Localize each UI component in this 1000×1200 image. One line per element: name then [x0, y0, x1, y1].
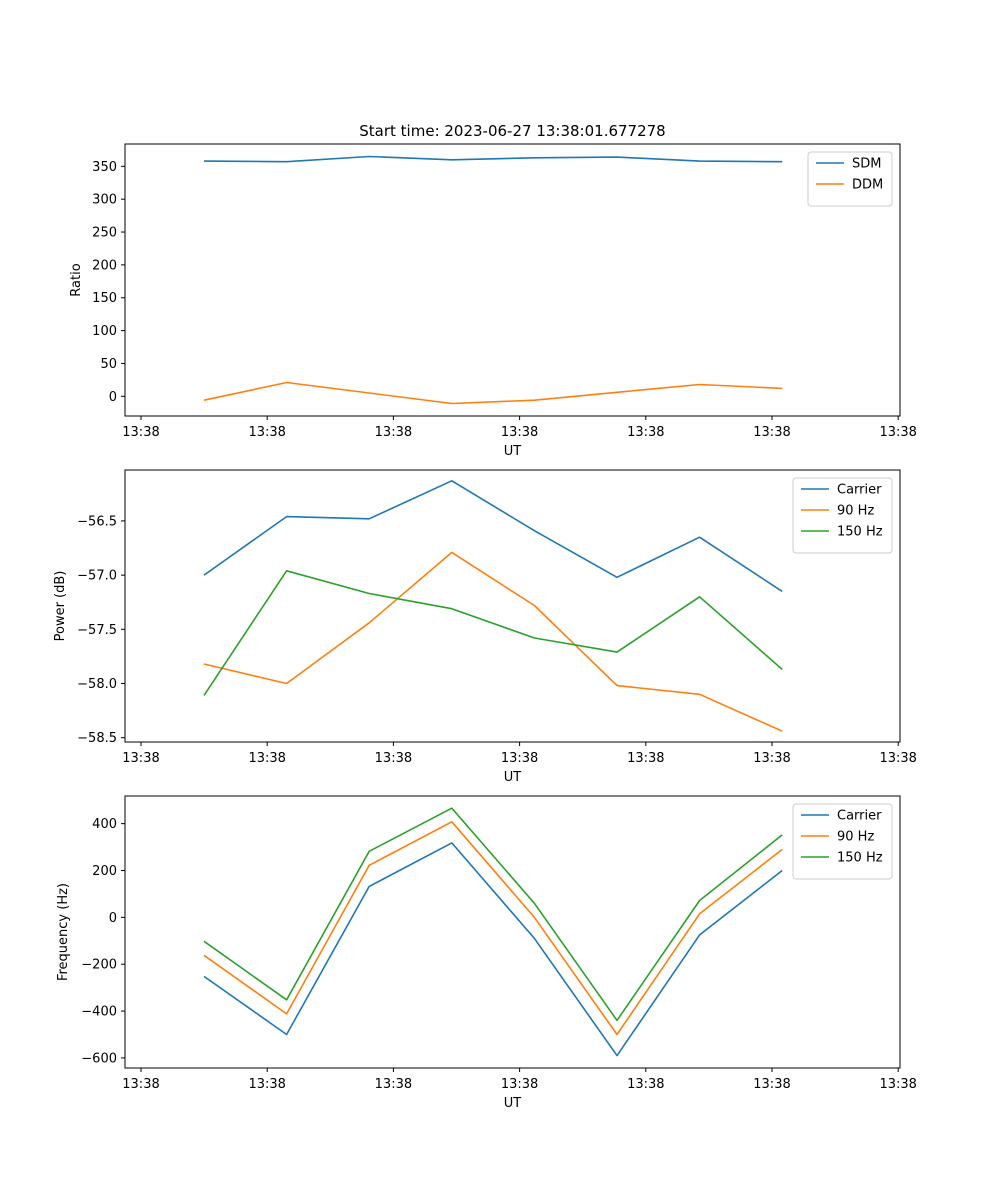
- legend-label: Carrier: [837, 809, 882, 824]
- y-axis-label: Frequency (Hz): [56, 883, 71, 981]
- x-tick-label: 13:38: [753, 1077, 790, 1092]
- series-line-ddm: [203, 381, 783, 405]
- legend-label: Carrier: [837, 483, 882, 498]
- y-tick-label: −58.0: [77, 677, 117, 692]
- legend-label: 90 Hz: [837, 504, 874, 519]
- y-tick-label: 300: [92, 193, 117, 208]
- x-tick-label: 13:38: [501, 1077, 538, 1092]
- x-tick-label: 13:38: [627, 425, 664, 440]
- x-axis-label: UT: [504, 444, 522, 459]
- x-tick-label: 13:38: [122, 751, 159, 766]
- x-tick-label: 13:38: [501, 751, 538, 766]
- x-tick-label: 13:38: [879, 425, 916, 440]
- y-axis-label: Ratio: [69, 263, 84, 296]
- y-tick-label: 0: [109, 390, 117, 405]
- legend: Carrier 90 Hz 150 Hz: [792, 477, 893, 554]
- y-tick-label: −57.0: [77, 569, 117, 584]
- series-line-90-hz: [203, 551, 783, 732]
- series-line-carrier: [203, 842, 783, 1057]
- legend-label: 150 Hz: [837, 851, 883, 866]
- chart-panel-3: 13:3813:3813:3813:3813:3813:3813:3813:39…: [56, 795, 917, 1111]
- y-tick-label: 100: [92, 324, 117, 339]
- legend-label: 150 Hz: [837, 525, 883, 540]
- x-tick-label: 13:38: [627, 751, 664, 766]
- axes-frame: [124, 143, 901, 417]
- legend-label: SDM: [852, 157, 881, 172]
- x-axis-label: UT: [504, 770, 522, 785]
- x-tick-label: 13:38: [375, 425, 412, 440]
- legend-label: 90 Hz: [837, 830, 874, 845]
- y-tick-label: −200: [81, 958, 117, 973]
- x-tick-label: 13:38: [122, 425, 159, 440]
- legend: SDM DDM: [807, 151, 893, 207]
- x-tick-label: 13:38: [501, 425, 538, 440]
- y-tick-label: 150: [92, 291, 117, 306]
- legend-box: [792, 477, 893, 554]
- chart-panel-1: 13:3813:3813:3813:3813:3813:3813:3813:39…: [69, 143, 917, 459]
- chart-panel-2: 13:3813:3813:3813:3813:3813:3813:3813:39…: [53, 469, 917, 785]
- y-tick-label: 350: [92, 160, 117, 175]
- series-line-150-hz: [203, 807, 783, 1022]
- series-line-150-hz: [203, 569, 783, 696]
- x-tick-label: 13:38: [375, 751, 412, 766]
- x-tick-label: 13:38: [375, 1077, 412, 1092]
- y-tick-label: 250: [92, 226, 117, 241]
- axes-frame: [124, 469, 901, 743]
- y-tick-label: −400: [81, 1005, 117, 1020]
- y-tick-label: −57.5: [77, 623, 117, 638]
- series-line-carrier: [203, 479, 783, 593]
- series-line-90-hz: [203, 820, 783, 1036]
- y-tick-label: 50: [100, 357, 117, 372]
- series-line-sdm: [203, 155, 783, 163]
- legend-box: [807, 151, 893, 207]
- legend-box: [792, 803, 893, 880]
- x-tick-label: 13:38: [248, 425, 285, 440]
- axes-frame: [124, 795, 901, 1069]
- y-tick-label: 200: [92, 258, 117, 273]
- legend-label: DDM: [852, 178, 883, 193]
- y-tick-label: −56.5: [77, 514, 117, 529]
- x-tick-label: 13:38: [879, 751, 916, 766]
- x-tick-label: 13:38: [627, 1077, 664, 1092]
- figure-title: Start time: 2023-06-27 13:38:01.677278: [359, 122, 665, 140]
- y-tick-label: 0: [109, 911, 117, 926]
- y-tick-label: 200: [92, 864, 117, 879]
- y-tick-label: −600: [81, 1051, 117, 1066]
- legend: Carrier 90 Hz 150 Hz: [792, 803, 893, 880]
- x-tick-label: 13:38: [753, 425, 790, 440]
- y-tick-label: −58.5: [77, 731, 117, 746]
- x-tick-label: 13:38: [753, 751, 790, 766]
- x-tick-label: 13:38: [122, 1077, 159, 1092]
- y-tick-label: 400: [92, 817, 117, 832]
- y-axis-label: Power (dB): [53, 571, 68, 642]
- x-axis-label: UT: [504, 1096, 522, 1111]
- x-tick-label: 13:38: [248, 1077, 285, 1092]
- x-tick-label: 13:38: [879, 1077, 916, 1092]
- x-tick-label: 13:38: [248, 751, 285, 766]
